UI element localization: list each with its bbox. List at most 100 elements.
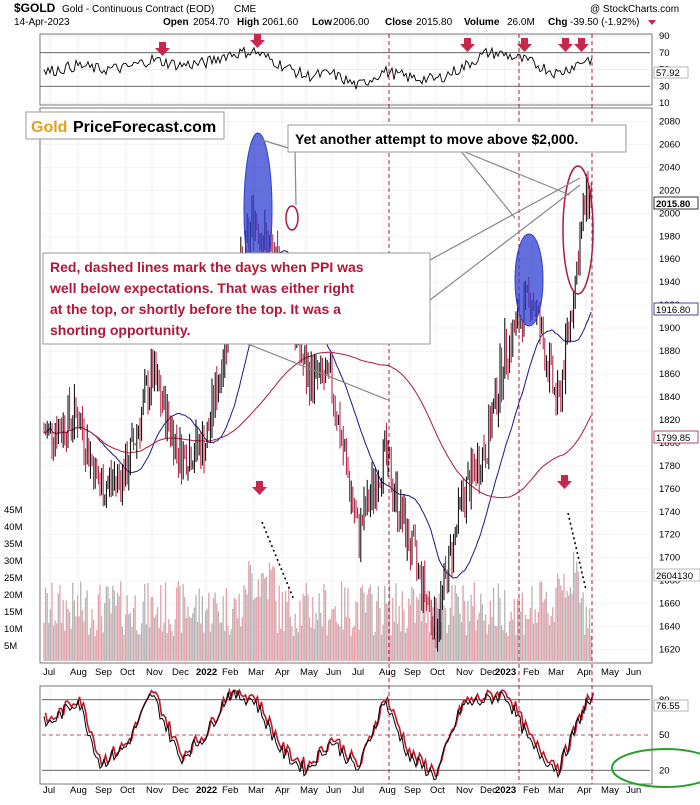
volume-bar [81, 610, 83, 661]
volume-bar [379, 607, 381, 661]
x-tick-label: May [300, 667, 318, 678]
rsi-tick-label: 10 [659, 98, 670, 109]
x-tick-label: Apr [577, 667, 592, 678]
price-tick-label: 2080 [659, 116, 680, 127]
volume-bar [249, 564, 251, 661]
ppi-annotation-line-2: well below expectations. That was either… [49, 280, 355, 296]
volume-bar [124, 614, 127, 661]
volume-bar [313, 628, 315, 661]
ma-short-last-value: 1916.80 [656, 305, 690, 316]
volume-bar [156, 607, 159, 661]
volume-bar [382, 624, 384, 661]
volume-bar [406, 627, 408, 661]
volume-bar [550, 615, 552, 661]
volume-bar [233, 597, 235, 661]
volume-bar [304, 595, 306, 661]
volume-bar [401, 591, 403, 661]
volume-bar [291, 626, 293, 661]
x-tick-label: Oct [430, 785, 445, 796]
volume-tick-label: 40M [4, 522, 23, 533]
volume-bar [139, 634, 141, 661]
volume-bar [174, 619, 176, 661]
volume-bar [464, 600, 466, 661]
ohlc-summary: Open 2054.70 High 2061.60 Low 2006.00 Cl… [163, 17, 656, 28]
volume-bar [483, 620, 485, 661]
price-tick-label: 1860 [659, 369, 680, 380]
volume-bar [108, 598, 111, 661]
volume-bar [321, 626, 323, 661]
volume-bar [212, 598, 215, 661]
volume-bar [409, 605, 411, 661]
rsi-last-value: 57.92 [656, 68, 680, 79]
volume-bar [254, 597, 256, 661]
volume-bar [278, 585, 280, 661]
x-tick-label: Jul [43, 667, 55, 678]
x-tick-label: Oct [120, 667, 135, 678]
volume-bar [80, 581, 82, 661]
ppi-dashed-lines [388, 34, 593, 784]
volume-bar [387, 604, 389, 661]
volume-bar [203, 632, 205, 661]
volume-bar [300, 625, 303, 661]
volume-bar [107, 586, 109, 661]
volume-bar [377, 586, 379, 661]
volume-bar [441, 610, 443, 661]
volume-bar [142, 601, 144, 661]
volume-bar [67, 608, 69, 661]
volume-bar [342, 629, 344, 661]
ma-long-last-box [653, 430, 699, 444]
volume-bar [96, 630, 98, 661]
volume-bar [48, 623, 50, 661]
volume-bar [320, 612, 322, 661]
volume-bar [296, 627, 298, 661]
volume-tick-label: 45M [4, 505, 23, 516]
volume-bar [329, 618, 331, 661]
volume-bar [558, 578, 560, 661]
volume-bar [220, 622, 223, 661]
volume-bar [579, 602, 581, 661]
x-tick-label: Mar [548, 667, 564, 678]
volume-bar [56, 623, 58, 661]
x-tick-label: Oct [430, 667, 445, 678]
volume-bar [169, 624, 171, 661]
x-tick-label: Jul [352, 785, 364, 796]
volume-bar [368, 588, 370, 661]
volume-bar [129, 613, 131, 661]
volume-bar [502, 630, 504, 661]
volume-bar [216, 603, 218, 661]
volume-bar [267, 599, 269, 661]
volume-bar [590, 635, 592, 661]
volume-bar [185, 618, 187, 661]
volume-bar [574, 572, 576, 661]
blue-highlight-feb-2023 [514, 233, 544, 327]
volume-bar [182, 583, 184, 661]
volume-bar [587, 628, 589, 661]
x-tick-label: Feb [523, 667, 539, 678]
volume-bar [75, 616, 77, 661]
arrow-down-icon [557, 475, 572, 489]
exchange-label: CME [234, 4, 257, 15]
volume-bar [577, 571, 579, 661]
ppi-annotation-line-4: shorting opportunity. [50, 322, 191, 338]
volume-tick-label: 20M [4, 590, 23, 601]
x-tick-label: Dec [480, 667, 497, 678]
volume-bar [548, 624, 551, 661]
stoch-main-line [43, 689, 593, 781]
volume-bar [580, 597, 583, 661]
volume-bar [404, 632, 407, 661]
volume-bar [158, 628, 160, 661]
volume-bar [516, 598, 519, 661]
volume-bar [569, 587, 571, 661]
volume-label: Volume [464, 17, 500, 28]
volume-bar [179, 585, 181, 661]
volume-bar [49, 609, 51, 661]
ppi-annotation-line-1: Red, dashed lines mark the days when PPI… [50, 259, 364, 275]
volume-bar [51, 582, 53, 661]
volume-bar [352, 627, 354, 661]
volume-bar [473, 582, 475, 661]
volume-bar [222, 596, 224, 661]
header-date: 14-Apr-2023 [14, 17, 70, 28]
volume-bar [256, 596, 258, 661]
volume-bar [460, 622, 463, 661]
